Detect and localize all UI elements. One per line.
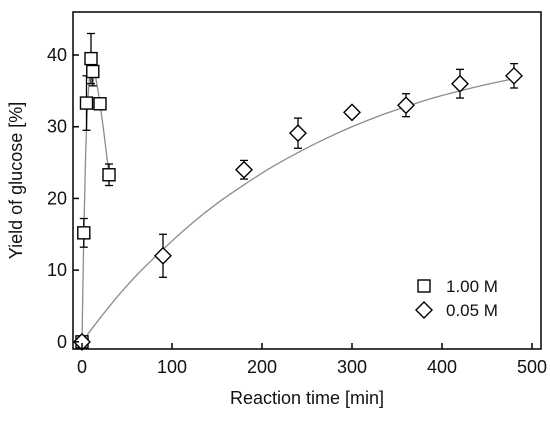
legend-square-icon — [417, 279, 431, 293]
diamond-marker — [397, 96, 415, 115]
diamond-marker — [73, 332, 91, 351]
x-tick-label: 300 — [337, 357, 367, 377]
y-axis-ticks: 0 10 20 30 40 — [47, 45, 79, 352]
square-marker — [86, 64, 100, 79]
x-tick-label: 200 — [247, 357, 277, 377]
square-marker — [102, 168, 116, 182]
y-axis-title: Yield of glucose [%] — [6, 102, 26, 259]
square-marker — [93, 97, 107, 111]
diamond-marker — [451, 74, 469, 93]
diamond-marker — [505, 66, 523, 85]
square-marker — [77, 226, 91, 240]
x-tick-label: 0 — [77, 357, 87, 377]
diamond-marker — [235, 160, 253, 179]
x-tick-label: 100 — [157, 357, 187, 377]
x-axis-title: Reaction time [min] — [230, 388, 384, 408]
legend-label-1-00-m: 1.00 M — [446, 277, 498, 296]
square-marker — [84, 51, 98, 66]
y-tick-label: 30 — [47, 117, 67, 137]
legend-diamond-marker — [415, 301, 433, 319]
y-tick-label: 40 — [47, 45, 67, 65]
fit-curve-diamond-series — [81, 78, 515, 343]
y-tick-label: 0 — [57, 332, 67, 352]
legend: 1.00 M 0.05 M — [415, 277, 498, 320]
x-tick-label: 400 — [427, 357, 457, 377]
diamond-marker — [343, 103, 361, 122]
x-tick-label: 500 — [517, 357, 547, 377]
legend-square-marker — [417, 279, 431, 293]
legend-diamond-icon — [415, 301, 433, 319]
square-marker — [79, 96, 94, 110]
diamond-marker — [154, 246, 172, 265]
legend-label-0-05-m: 0.05 M — [446, 301, 498, 320]
error-bars — [79, 32, 518, 278]
plot-frame — [72, 11, 542, 350]
y-tick-label: 20 — [47, 188, 67, 208]
x-axis-ticks: 0 100 200 300 400 500 — [77, 343, 547, 377]
y-tick-label: 10 — [47, 260, 67, 280]
diamond-marker — [289, 124, 307, 143]
